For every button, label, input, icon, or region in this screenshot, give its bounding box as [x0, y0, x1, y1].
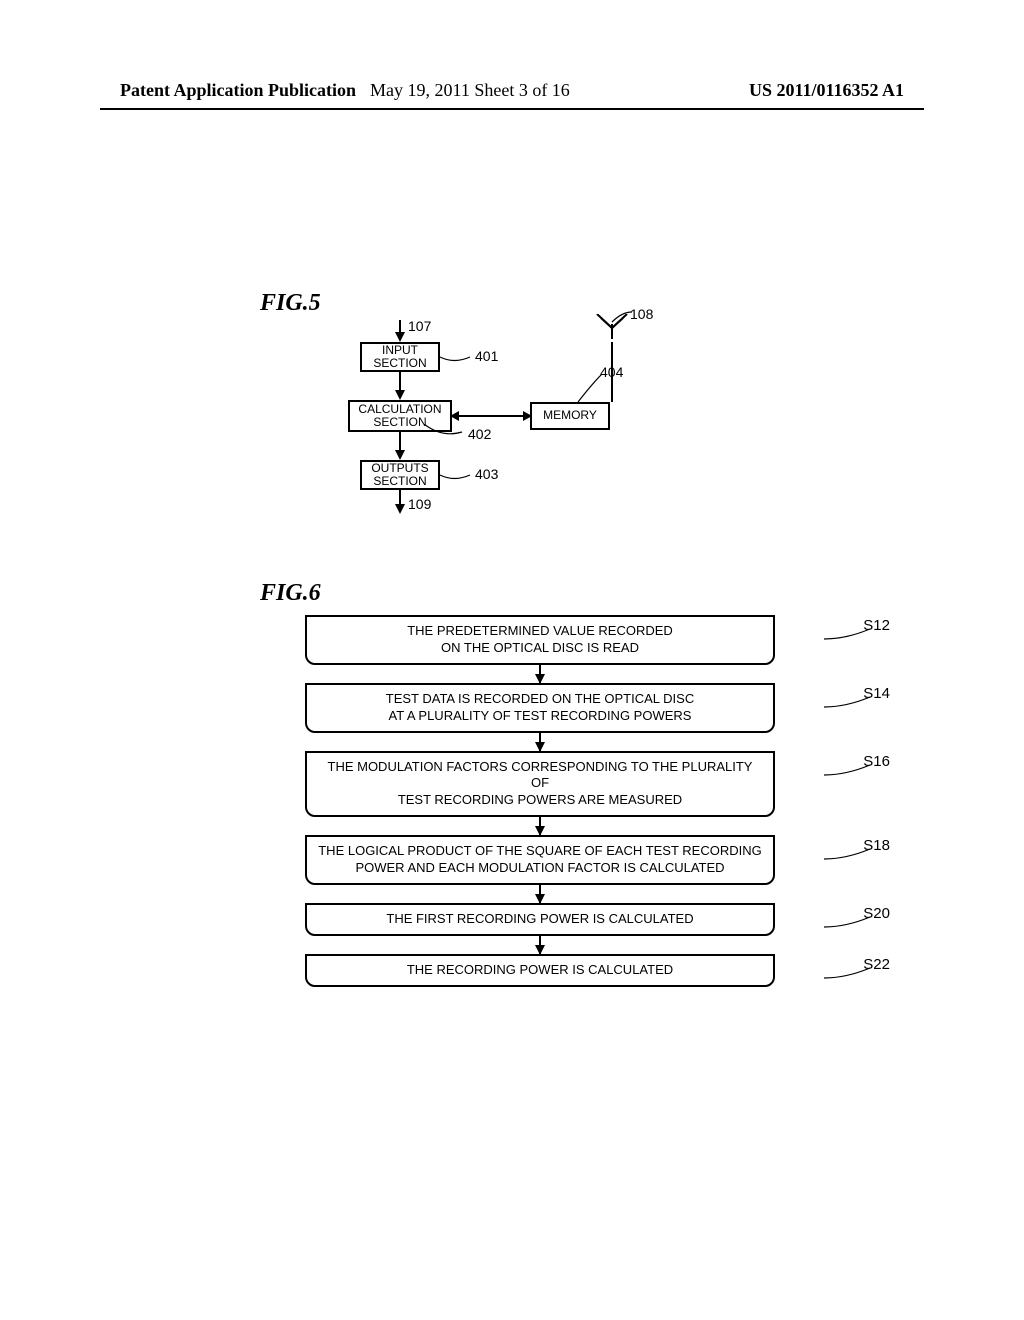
fig5-ref-107: 107 [408, 318, 431, 334]
fig6-label: FIG.6 [260, 580, 321, 607]
header-rule [100, 108, 924, 110]
header-mid: May 19, 2011 Sheet 3 of 16 [370, 80, 570, 101]
leader-403 [440, 468, 472, 482]
fig6-ref-1: S14 [863, 685, 890, 702]
leader-402 [424, 424, 464, 440]
fig5-arrow-2-head [395, 450, 405, 460]
fig5-ref-402: 402 [468, 426, 491, 442]
fig6-ref-5: S22 [863, 956, 890, 973]
fig5-arrow-out-head [395, 504, 405, 514]
fig6-arrow-2 [539, 817, 541, 835]
fig6-step-0-box: THE PREDETERMINED VALUE RECORDED ON THE … [305, 615, 775, 665]
header-right: US 2011/0116352 A1 [749, 80, 904, 101]
fig5-link-head-left [450, 411, 459, 421]
fig5-link-head-right [523, 411, 532, 421]
fig6-step-2-text: THE MODULATION FACTORS CORRESPONDING TO … [328, 759, 753, 808]
fig5-antenna-link [611, 342, 613, 402]
fig6-step-4: THE FIRST RECORDING POWER IS CALCULATED … [260, 903, 820, 936]
fig6-arrow-3 [539, 885, 541, 903]
fig5-link-line [452, 415, 530, 417]
leader-108 [610, 310, 634, 324]
fig6-step-0-text: THE PREDETERMINED VALUE RECORDED ON THE … [407, 623, 673, 655]
fig6-step-1: TEST DATA IS RECORDED ON THE OPTICAL DIS… [260, 683, 820, 733]
fig6-step-1-text: TEST DATA IS RECORDED ON THE OPTICAL DIS… [386, 691, 694, 723]
patent-page: Patent Application Publication May 19, 2… [0, 0, 1024, 1320]
fig5-arrow-1-head [395, 390, 405, 400]
fig6-step-1-box: TEST DATA IS RECORDED ON THE OPTICAL DIS… [305, 683, 775, 733]
fig5-box-output: OUTPUTS SECTION [360, 460, 440, 490]
fig5-ref-403: 403 [475, 466, 498, 482]
fig5-diagram: 107 108 INPUT SECTION 401 CALCULATION SE… [300, 320, 800, 550]
fig6-ref-0: S12 [863, 617, 890, 634]
fig6-ref-2: S16 [863, 753, 890, 770]
fig5-ref-401: 401 [475, 348, 498, 364]
fig6-step-4-box: THE FIRST RECORDING POWER IS CALCULATED [305, 903, 775, 936]
fig5-label: FIG.5 [260, 290, 321, 317]
fig6-step-4-text: THE FIRST RECORDING POWER IS CALCULATED [386, 911, 693, 926]
fig5-arrow-2 [399, 432, 401, 452]
fig6-arrow-0 [539, 665, 541, 683]
fig6-step-3: THE LOGICAL PRODUCT OF THE SQUARE OF EAC… [260, 835, 820, 885]
fig6-step-5: THE RECORDING POWER IS CALCULATED S22 [260, 954, 820, 987]
fig6-step-5-box: THE RECORDING POWER IS CALCULATED [305, 954, 775, 987]
fig5-box-output-text: OUTPUTS SECTION [371, 462, 428, 488]
fig6-step-3-text: THE LOGICAL PRODUCT OF THE SQUARE OF EAC… [318, 843, 762, 875]
fig5-arrow-1 [399, 372, 401, 392]
fig6-ref-3: S18 [863, 837, 890, 854]
fig5-ref-109: 109 [408, 496, 431, 512]
leader-401 [440, 350, 472, 364]
fig6-step-2: THE MODULATION FACTORS CORRESPONDING TO … [260, 751, 820, 818]
fig6-step-3-box: THE LOGICAL PRODUCT OF THE SQUARE OF EAC… [305, 835, 775, 885]
fig6-step-2-box: THE MODULATION FACTORS CORRESPONDING TO … [305, 751, 775, 818]
fig5-box-input: INPUT SECTION [360, 342, 440, 372]
fig6-ref-4: S20 [863, 905, 890, 922]
fig6-arrow-4 [539, 936, 541, 954]
fig5-arrow-in-head [395, 332, 405, 342]
fig5-box-memory-text: MEMORY [543, 409, 597, 422]
fig6-arrow-1 [539, 733, 541, 751]
fig6-flowchart: THE PREDETERMINED VALUE RECORDED ON THE … [260, 615, 820, 987]
fig6-step-0: THE PREDETERMINED VALUE RECORDED ON THE … [260, 615, 820, 665]
fig5-box-input-text: INPUT SECTION [373, 344, 426, 370]
fig6-step-5-text: THE RECORDING POWER IS CALCULATED [407, 962, 673, 977]
fig5-box-memory: MEMORY [530, 402, 610, 430]
header-left: Patent Application Publication [120, 80, 356, 101]
